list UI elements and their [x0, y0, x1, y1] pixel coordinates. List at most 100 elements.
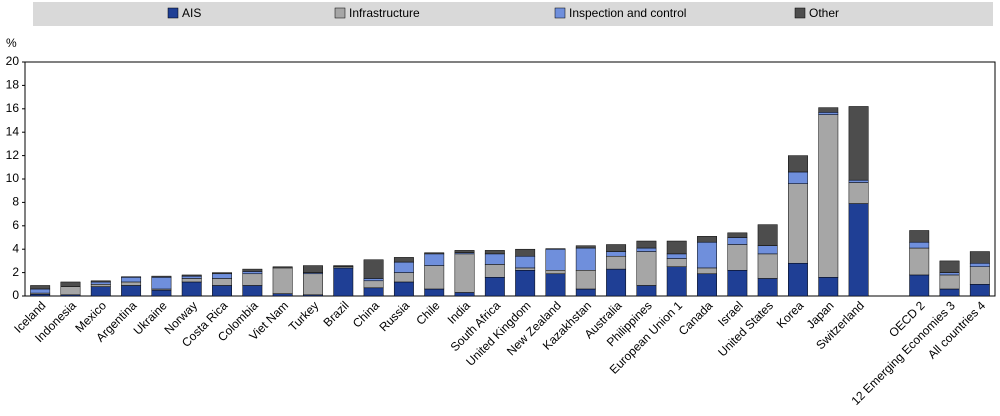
bar-segment [393, 272, 414, 283]
bar-segment [393, 257, 414, 263]
bar-segment [424, 252, 445, 255]
bar-segment [272, 293, 293, 297]
bar-segment [424, 265, 445, 290]
bar-segment [727, 270, 748, 297]
bar-segment [757, 224, 778, 246]
y-axis-label: % [6, 36, 17, 50]
bar-segment [909, 241, 930, 249]
y-tick-label: 14 [6, 124, 20, 138]
bar-segment [969, 251, 990, 264]
bar-segment [60, 281, 81, 287]
legend-swatch [334, 7, 346, 19]
bar-segment [697, 273, 717, 297]
bar-segment [242, 285, 263, 297]
bar-segment [575, 288, 596, 297]
bar-segment [575, 245, 596, 249]
bar-segment [636, 247, 657, 252]
bar-segment [666, 258, 687, 267]
legend-label: AIS [182, 6, 201, 20]
bar-segment [697, 241, 717, 269]
bar-segment [909, 247, 930, 276]
bar-segment [909, 230, 930, 243]
bar-segment [90, 280, 111, 283]
legend-label: Infrastructure [349, 6, 420, 20]
bar-segment [303, 265, 323, 273]
bar-segment [181, 274, 202, 277]
bar-segment [151, 289, 172, 297]
bar-segment [939, 272, 960, 276]
bar-segment [848, 203, 869, 297]
bar-segment [939, 274, 960, 290]
bar-segment [757, 253, 778, 279]
y-tick-label: 16 [6, 101, 20, 115]
bar-segment [90, 281, 111, 285]
bar-segment [454, 250, 475, 253]
bar-segment [606, 255, 627, 270]
y-tick-label: 18 [6, 78, 20, 92]
bar-segment [788, 262, 808, 297]
bar-segment [666, 253, 687, 259]
y-tick-label: 20 [6, 54, 20, 68]
bar-segment [484, 250, 505, 255]
bar-segment [212, 278, 232, 286]
bar-segment [30, 285, 51, 290]
bar-segment [818, 107, 839, 113]
legend-label: Other [809, 6, 839, 20]
bar-segment [454, 253, 475, 293]
bar-segment [757, 278, 778, 297]
y-tick-label: 8 [12, 195, 19, 209]
y-tick-label: 2 [12, 265, 19, 279]
bar-segment [636, 240, 657, 249]
bar-segment [545, 248, 566, 271]
y-tick-label: 10 [6, 171, 20, 185]
bar-segment [606, 244, 627, 252]
bar-segment [454, 292, 475, 297]
bar-segment [727, 232, 748, 238]
bar-segment [121, 276, 142, 278]
bar-segment [727, 244, 748, 271]
y-tick-label: 6 [12, 218, 19, 232]
y-tick-label: 4 [12, 241, 19, 255]
bar-segment [363, 280, 384, 289]
bar-segment [545, 270, 566, 275]
bar-segment [727, 237, 748, 245]
bar-segment [515, 255, 536, 269]
bar-segment [666, 240, 687, 255]
bar-segment [363, 259, 384, 279]
bar-segment [697, 236, 717, 243]
bar-segment [242, 273, 263, 286]
bar-segment [242, 271, 263, 275]
bar-segment [818, 277, 839, 297]
y-tick-label: 12 [6, 148, 20, 162]
bar-segment [151, 275, 172, 278]
bar-segment [515, 270, 536, 297]
bar-segment [181, 278, 202, 283]
bar-segment [484, 277, 505, 297]
bar-segment [90, 284, 111, 287]
bar-segment [121, 277, 142, 283]
bar-segment [363, 287, 384, 297]
bar-segment [939, 260, 960, 273]
bar-segment [575, 270, 596, 290]
bar-segment [272, 266, 293, 269]
bar-segment [575, 247, 596, 271]
bar-segment [242, 268, 263, 272]
bar-segment [818, 112, 839, 115]
legend-box [33, 2, 993, 26]
x-tick-label: Ukraine [131, 298, 170, 337]
x-tick-label: Chile [413, 298, 442, 327]
bar-segment [515, 267, 536, 271]
bar-segment [969, 262, 990, 267]
bar-segment [212, 273, 232, 279]
legend-swatch [794, 7, 806, 19]
bar-segment [636, 285, 657, 297]
bar-segment [393, 281, 414, 297]
bar-segment [272, 267, 293, 294]
bar-segment [393, 261, 414, 273]
bar-segment [757, 245, 778, 255]
x-tick-label: Russia [376, 298, 412, 334]
bar-segment [545, 248, 566, 250]
bar-segment [30, 288, 51, 294]
bar-segment [151, 277, 172, 290]
